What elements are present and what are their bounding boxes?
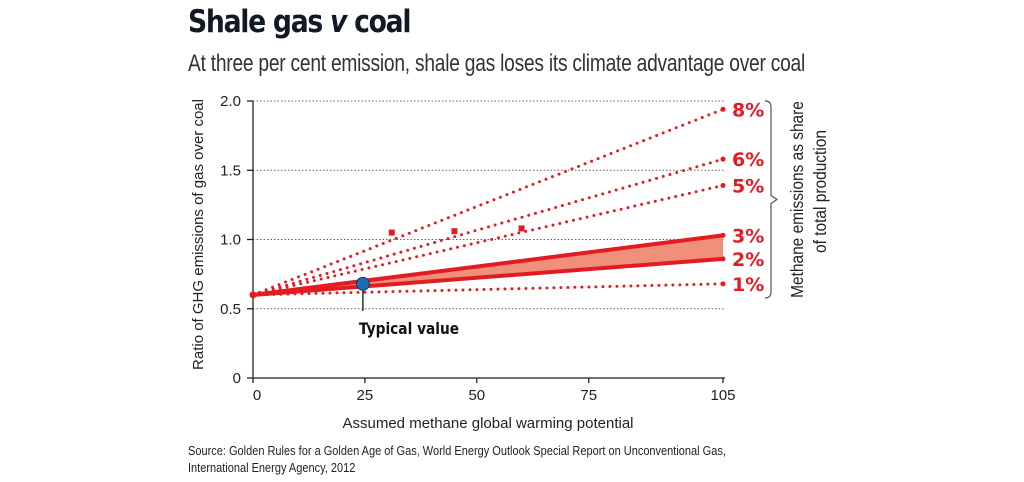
legend-title-line2: of total production bbox=[810, 130, 830, 253]
x-tick-label: 25 bbox=[357, 387, 374, 404]
series-end-point bbox=[720, 182, 726, 188]
annotations: Typical value bbox=[355, 276, 459, 338]
origin-point bbox=[249, 291, 257, 299]
series-end-point bbox=[720, 232, 726, 238]
series-end-point bbox=[720, 256, 726, 262]
series-line-2pct bbox=[252, 256, 724, 297]
series-label: 6% bbox=[732, 149, 764, 171]
title-text: Shale gas bbox=[188, 4, 331, 40]
series-line-1pct bbox=[251, 282, 725, 297]
series-label: 3% bbox=[732, 225, 764, 247]
y-axis-label: Ratio of GHG emissions of gas over coal bbox=[190, 99, 207, 370]
source-line-2: International Energy Agency, 2012 bbox=[188, 461, 356, 475]
x-tick-label: 105 bbox=[710, 387, 735, 404]
legend-brace bbox=[764, 100, 779, 299]
markers bbox=[388, 225, 525, 236]
series-labels: 8% 6% 5% 3%2% 1% bbox=[732, 99, 764, 296]
y-tick-label: 1.5 bbox=[220, 162, 241, 179]
series-line-3pct bbox=[252, 233, 724, 297]
data-marker bbox=[451, 228, 458, 235]
x-tick-label: 75 bbox=[580, 387, 597, 404]
title-text-end: coal bbox=[346, 4, 411, 40]
data-marker bbox=[518, 225, 525, 232]
series-label: 1% bbox=[732, 274, 764, 296]
chart-title: Shale gas v coal bbox=[188, 4, 411, 40]
series-end-point bbox=[720, 106, 726, 112]
y-tick-label: 1.0 bbox=[220, 232, 241, 249]
data-marker bbox=[388, 229, 395, 236]
series-label: 2% bbox=[732, 249, 764, 271]
typical-value-point bbox=[355, 276, 370, 291]
y-tick-label: 0 bbox=[233, 370, 241, 387]
tick-labels: 0 0.5 1.0 1.5 2.0 0 25 50 75 105 bbox=[220, 93, 735, 404]
legend-title-line1: Methane emissions as share bbox=[787, 101, 807, 298]
series-label: 8% bbox=[732, 99, 764, 121]
x-axis-label: Assumed methane global warming potential bbox=[343, 415, 634, 432]
series-end-point bbox=[720, 281, 726, 287]
series-line-6pct bbox=[251, 157, 725, 297]
series-lines bbox=[249, 106, 726, 299]
source-note: Source: Golden Rules for a Golden Age of… bbox=[188, 443, 726, 477]
gridlines bbox=[253, 100, 725, 310]
chart-subtitle: At three per cent emission, shale gas lo… bbox=[188, 50, 805, 77]
axes bbox=[247, 100, 725, 383]
y-tick-label: 2.0 bbox=[220, 93, 241, 110]
series-line-8pct bbox=[251, 107, 725, 297]
annotation-label: Typical value bbox=[359, 319, 459, 338]
series-label: 5% bbox=[732, 175, 764, 197]
title-versus: v bbox=[330, 4, 347, 40]
x-tick-label: 50 bbox=[468, 387, 485, 404]
y-tick-label: 0.5 bbox=[220, 301, 241, 318]
series-end-point bbox=[720, 156, 726, 162]
x-tick-label: 0 bbox=[253, 387, 261, 404]
source-line-1: Source: Golden Rules for a Golden Age of… bbox=[188, 444, 726, 458]
